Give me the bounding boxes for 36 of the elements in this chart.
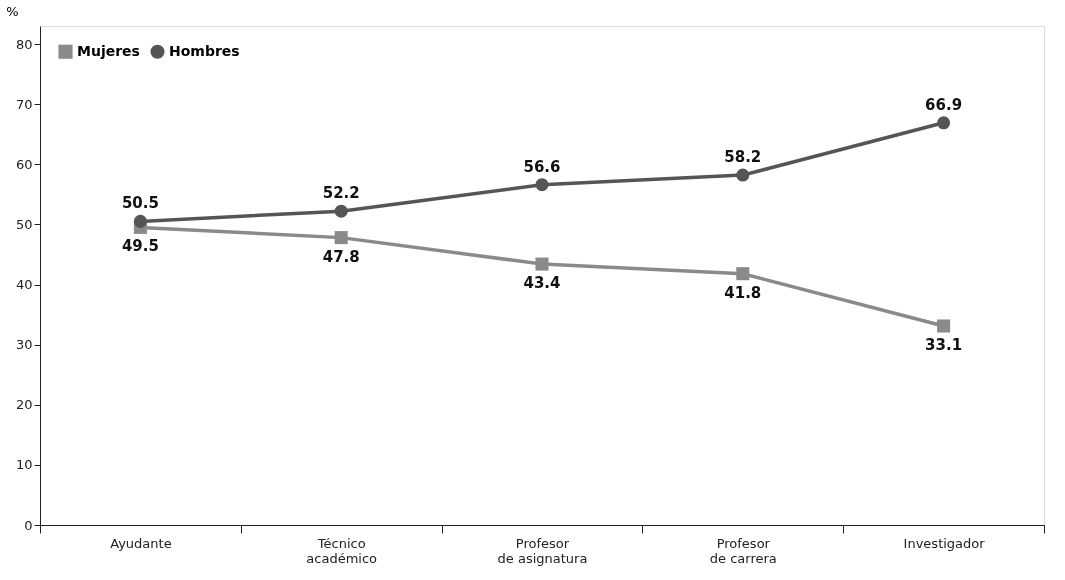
y-tick-label: 60 [15, 156, 33, 172]
y-tick-label: 50 [15, 216, 33, 232]
x-tick-label: Investigador [903, 535, 986, 551]
point [937, 116, 951, 130]
point [736, 168, 750, 182]
data-label: 43.4 [523, 274, 561, 293]
point [133, 214, 147, 228]
point [937, 319, 951, 333]
y-tick-label: 40 [15, 277, 33, 293]
x-tick-label: Profesor de carrera [709, 535, 777, 566]
y-axis-title: % [6, 3, 19, 19]
legend-label: Mujeres [77, 42, 140, 59]
data-label: 66.9 [925, 95, 963, 114]
point [736, 267, 750, 281]
legend-label: Hombres [169, 42, 240, 59]
x-tick-label: Técnico académico [306, 535, 378, 566]
data-label: 58.2 [724, 148, 762, 167]
y-tick-label: 70 [15, 96, 33, 112]
y-tick-label: 10 [15, 457, 33, 473]
y-tick-label: 20 [15, 397, 33, 413]
y-tick-label: 30 [15, 337, 33, 353]
data-label: 52.2 [322, 184, 360, 203]
point [334, 204, 348, 218]
x-tick-label: Ayudante [110, 535, 172, 551]
data-label: 50.5 [121, 194, 159, 213]
y-tick-label: 80 [15, 36, 33, 52]
x-tick-label: Profesor de asignatura [497, 535, 588, 566]
data-label: 56.6 [523, 157, 561, 176]
point [535, 178, 549, 192]
data-label: 41.8 [724, 283, 762, 302]
data-label: 49.5 [121, 237, 159, 256]
data-label: 33.1 [925, 336, 963, 354]
y-tick-label: 0 [24, 517, 33, 533]
point [535, 257, 549, 271]
point [334, 231, 348, 245]
data-label: 47.8 [322, 247, 360, 266]
